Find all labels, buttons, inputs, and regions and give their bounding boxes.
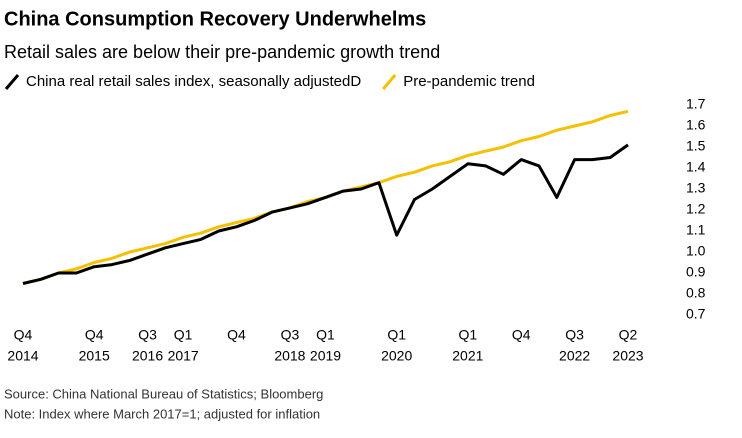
note: Note: Index where March 2017=1; adjusted… — [4, 406, 320, 421]
x-tick-label: Q4 — [85, 327, 104, 343]
chart-subtitle: Retail sales are below their pre-pandemi… — [4, 42, 440, 62]
x-tick-label: Q3 — [565, 327, 584, 343]
y-tick-label: 0.8 — [686, 285, 706, 301]
x-tick-label: Q1 — [316, 327, 335, 343]
x-tick-label: 2017 — [168, 348, 199, 364]
legend-label: Pre-pandemic trend — [403, 73, 535, 90]
y-tick-label: 1.4 — [686, 159, 706, 175]
x-tick-label: Q1 — [459, 327, 478, 343]
x-tick-label: 2019 — [310, 348, 341, 364]
x-tick-label: 2023 — [612, 348, 643, 364]
x-tick-label: Q1 — [387, 327, 406, 343]
y-tick-label: 1.0 — [686, 243, 706, 259]
legend-label: China real retail sales index, seasonall… — [26, 73, 361, 90]
x-tick-label: 2016 — [132, 348, 163, 364]
x-tick-label: Q4 — [227, 327, 246, 343]
x-tick-label: Q4 — [512, 327, 531, 343]
chart-title: China Consumption Recovery Underwhelms — [4, 8, 426, 30]
y-tick-label: 1.2 — [686, 201, 706, 217]
x-tick-label: Q4 — [14, 327, 33, 343]
x-tick-label: 2021 — [452, 348, 483, 364]
x-tick-label: 2014 — [7, 348, 38, 364]
series-line — [22, 143, 629, 285]
source: Source: China National Bureau of Statist… — [4, 386, 323, 401]
y-tick-label: 1.1 — [686, 222, 706, 238]
x-tick-label: Q3 — [138, 327, 157, 343]
x-tick-label: 2022 — [559, 348, 590, 364]
y-tick-label: 1.3 — [686, 180, 706, 196]
x-tick-label: 2015 — [79, 348, 110, 364]
y-tick-label: 0.7 — [686, 306, 706, 322]
y-tick-label: 1.5 — [686, 138, 706, 154]
y-tick-label: 0.9 — [686, 264, 706, 280]
legend-swatch — [382, 74, 397, 90]
y-tick-label: 1.7 — [686, 96, 706, 112]
legend-swatch — [4, 74, 20, 90]
x-tick-label: Q1 — [174, 327, 193, 343]
x-tick-label: 2020 — [381, 348, 412, 364]
x-tick-label: Q2 — [619, 327, 638, 343]
y-tick-label: 1.6 — [686, 117, 706, 133]
x-tick-label: Q3 — [281, 327, 300, 343]
x-tick-label: 2018 — [274, 348, 305, 364]
